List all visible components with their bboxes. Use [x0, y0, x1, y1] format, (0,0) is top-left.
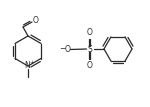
Text: −: −	[59, 45, 65, 54]
Text: O: O	[87, 28, 92, 37]
Text: O: O	[87, 61, 92, 70]
Text: N: N	[25, 62, 30, 71]
Text: +: +	[29, 60, 34, 65]
Text: O: O	[33, 16, 39, 25]
Text: O: O	[64, 45, 70, 54]
Text: S: S	[88, 45, 92, 54]
